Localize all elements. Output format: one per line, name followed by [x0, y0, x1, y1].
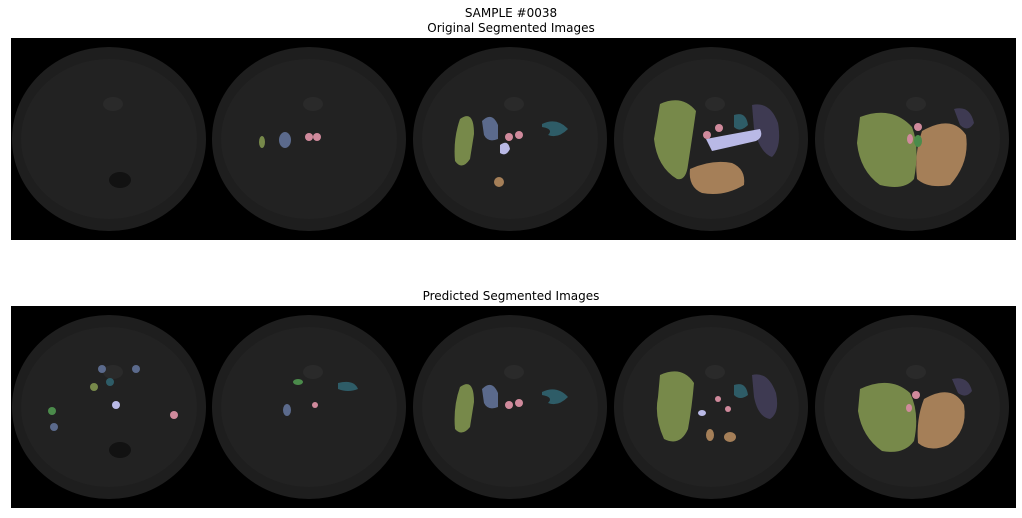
spine-shadow: [504, 97, 524, 111]
original-images-panel: [11, 38, 1016, 240]
stomach-segment: [279, 132, 291, 148]
predicted-slices-image: [12, 315, 1009, 499]
kidney-segment: [689, 161, 745, 194]
kidney-segment: [706, 429, 714, 441]
vessel-segment: [906, 404, 912, 412]
body-slice-inner: [21, 327, 197, 487]
spleen-segment: [542, 389, 568, 405]
kidney-segment: [916, 123, 967, 187]
spine-shadow: [906, 365, 926, 379]
kidney-segment: [917, 392, 965, 449]
vessel-segment: [715, 124, 723, 132]
spine-shadow: [705, 97, 725, 111]
liver-segment: [858, 382, 917, 452]
kidney-segment: [494, 177, 504, 187]
spine-shadow: [103, 365, 123, 379]
vessel-segment: [715, 396, 721, 402]
pancreas-segment: [698, 410, 706, 416]
predicted-images-panel: [11, 306, 1016, 508]
vessel-segment: [914, 123, 922, 131]
gallbladder-segment: [914, 135, 922, 147]
liver-segment: [454, 384, 474, 433]
liver-segment: [656, 371, 694, 442]
sample-title: SAMPLE #0038: [464, 6, 558, 20]
vessel-segment: [313, 133, 321, 141]
predicted-fragment: [48, 407, 56, 415]
stomach-segment: [283, 404, 291, 416]
predicted-fragment: [293, 379, 303, 385]
predicted-fragment: [170, 411, 178, 419]
predicted-fragment: [132, 365, 140, 373]
vessel-segment: [515, 131, 523, 139]
vessel-segment: [703, 131, 711, 139]
dark-region: [109, 442, 131, 458]
spleen-segment: [734, 114, 748, 130]
original-slices-image: [12, 47, 1009, 231]
predicted-fragment: [90, 383, 98, 391]
predicted-fragment: [50, 423, 58, 431]
predicted-fragment: [106, 378, 114, 386]
spine-shadow: [504, 365, 524, 379]
spine-shadow: [303, 97, 323, 111]
original-panel-title: Original Segmented Images: [427, 21, 595, 35]
vessel-segment: [305, 133, 313, 141]
spleen-segment: [542, 121, 568, 137]
stomach-segment: [752, 374, 778, 419]
stomach-segment: [482, 384, 498, 409]
pancreas-segment: [706, 129, 762, 151]
stomach-segment: [952, 378, 972, 396]
stomach-segment: [752, 104, 780, 157]
spine-shadow: [103, 97, 123, 111]
body-slice-inner: [623, 327, 799, 487]
stomach-segment: [954, 108, 974, 129]
spine-shadow: [705, 365, 725, 379]
liver-segment: [454, 116, 474, 166]
liver-segment: [259, 136, 265, 148]
spine-shadow: [906, 97, 926, 111]
vessel-segment: [912, 391, 920, 399]
body-slice-inner: [21, 59, 197, 219]
spine-shadow: [303, 365, 323, 379]
predicted-fragment: [112, 401, 120, 409]
vessel-segment: [907, 134, 913, 144]
dark-region: [109, 172, 131, 188]
kidney-segment: [724, 432, 736, 442]
spleen-segment: [734, 384, 748, 398]
vessel-segment: [515, 399, 523, 407]
predicted-fragment: [98, 365, 106, 373]
pancreas-segment: [500, 142, 510, 155]
vessel-segment: [505, 401, 513, 409]
vessel-segment: [725, 406, 731, 412]
liver-segment: [654, 100, 696, 180]
predicted-panel-title: Predicted Segmented Images: [422, 289, 600, 303]
vessel-segment: [505, 133, 513, 141]
stomach-segment: [482, 116, 498, 141]
spleen-segment: [338, 381, 358, 391]
liver-segment: [857, 112, 917, 187]
body-slice-inner: [221, 327, 397, 487]
vessel-segment: [312, 402, 318, 408]
